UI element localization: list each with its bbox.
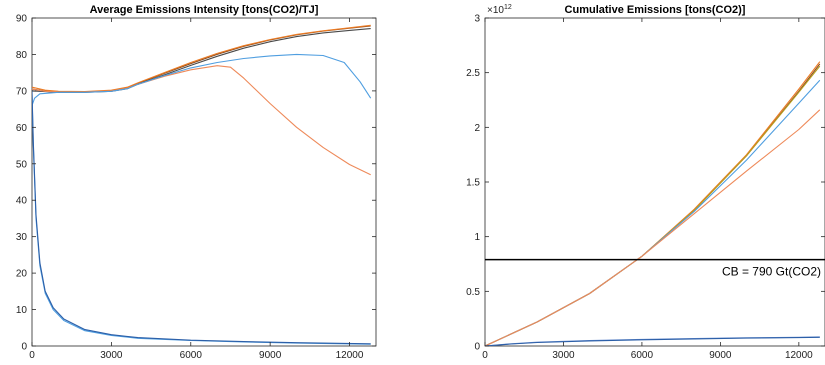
y-tick-label: 2 bbox=[474, 123, 480, 134]
series-line-4 bbox=[32, 65, 371, 176]
x-tick-label: 12000 bbox=[785, 350, 813, 361]
y-tick-label: 0.5 bbox=[466, 287, 480, 298]
carbon-budget-annotation: CB = 790 Gt(CO2) bbox=[722, 265, 821, 279]
y-tick-label: 20 bbox=[16, 269, 28, 280]
cumulative-emissions-chart: 0 3000 6000 9000 12000 0 0.5 1 1.5 2 2.5 3 Cumulativ… bbox=[466, 4, 825, 361]
x-tick-label: 6000 bbox=[631, 350, 654, 361]
y-tick-label: 50 bbox=[16, 159, 28, 170]
x-tick-label: 9000 bbox=[259, 350, 282, 361]
y-tick-label: 0 bbox=[474, 342, 480, 353]
series-line-5 bbox=[32, 53, 372, 106]
chart-title: Cumulative Emissions [tons(CO2)] bbox=[565, 4, 746, 16]
y-tick-label: 1.5 bbox=[466, 178, 480, 189]
y-exponent-label: ×1012 bbox=[487, 4, 512, 16]
y-tick-label: 60 bbox=[16, 123, 28, 134]
y-tick-label: 3 bbox=[474, 14, 480, 25]
x-tick-label: 6000 bbox=[180, 350, 203, 361]
y-tick-label: 90 bbox=[16, 14, 28, 25]
series-line-6 bbox=[32, 94, 371, 345]
series-line-3 bbox=[485, 65, 821, 346]
series-group bbox=[32, 24, 372, 345]
y-tick-label: 2.5 bbox=[466, 68, 480, 79]
series-group bbox=[485, 61, 825, 346]
series-line-4 bbox=[485, 79, 821, 346]
y-tick-label: 10 bbox=[16, 305, 28, 316]
series-line-5 bbox=[485, 109, 821, 346]
y-tick-label: 80 bbox=[16, 50, 28, 61]
x-tick-label: 12000 bbox=[336, 350, 364, 361]
series-line-1 bbox=[485, 63, 821, 346]
x-tick-label: 3000 bbox=[100, 350, 123, 361]
y-tick-label: 30 bbox=[16, 232, 28, 243]
y-tick-label: 0 bbox=[21, 342, 27, 353]
axes-box bbox=[31, 17, 377, 347]
x-tick-label: 3000 bbox=[552, 350, 575, 361]
x-tick-label: 0 bbox=[482, 350, 488, 361]
x-tick-label: 0 bbox=[29, 350, 35, 361]
emissions-intensity-chart: 0 3000 6000 9000 12000 0 10 20 30 40 50 60 70 80 90 Ave… bbox=[16, 4, 377, 361]
axes-box bbox=[484, 17, 825, 347]
series-line-2 bbox=[485, 61, 821, 346]
y-tick-label: 1 bbox=[474, 232, 480, 243]
series-line-7 bbox=[32, 90, 371, 345]
series-line-2 bbox=[32, 24, 371, 93]
series-line-7 bbox=[485, 336, 820, 346]
chart-title: Average Emissions Intensity [tons(CO2)/T… bbox=[90, 4, 319, 16]
y-tick-label: 70 bbox=[16, 86, 28, 97]
x-tick-label: 9000 bbox=[709, 350, 732, 361]
y-tick-label: 40 bbox=[16, 196, 28, 207]
